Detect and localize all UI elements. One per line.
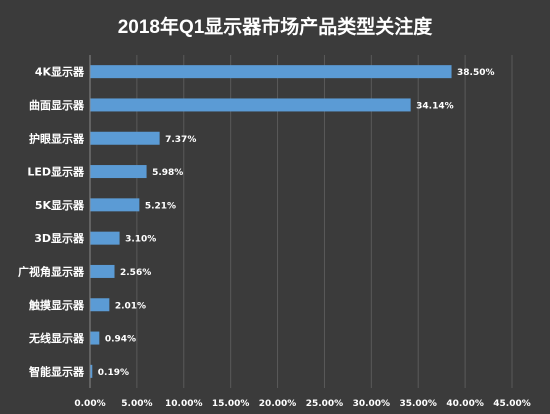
category-label: 5K显示器 <box>35 199 85 212</box>
data-label: 34.14% <box>416 101 454 111</box>
category-label: 无线显示器 <box>28 331 85 345</box>
x-tick-label: 0.00% <box>74 399 105 409</box>
bar <box>90 165 147 179</box>
bar <box>90 298 110 312</box>
data-label: 0.19% <box>98 368 129 378</box>
category-label: 广视角显示器 <box>18 264 85 278</box>
x-tick-label: 40.00% <box>446 399 484 409</box>
bar <box>90 231 120 245</box>
chart-title: 2018年Q1显示器市场产品类型关注度 <box>118 15 434 38</box>
category-label: 曲面显示器 <box>29 98 85 112</box>
x-axis-tick-labels: 0.00% 5.00% 10.00% 15.00% 20.00% 25.00% 30.00%… <box>74 399 530 409</box>
x-tick-label: 30.00% <box>353 399 391 409</box>
data-label: 0.94% <box>105 335 136 345</box>
data-label: 2.01% <box>115 301 146 311</box>
bar <box>90 65 452 79</box>
data-label: 3.10% <box>125 235 156 245</box>
data-label: 38.50% <box>457 68 495 78</box>
x-tick-label: 45.00% <box>493 399 531 409</box>
x-tick-label: 10.00% <box>165 399 203 409</box>
bar <box>90 364 93 378</box>
category-label: 4K显示器 <box>35 66 85 79</box>
data-label: 5.98% <box>152 168 183 178</box>
category-label: 触摸显示器 <box>28 298 85 312</box>
x-tick-label: 20.00% <box>259 399 297 409</box>
data-label: 7.37% <box>165 135 196 145</box>
data-label: 2.56% <box>120 268 151 278</box>
category-label: LED显示器 <box>27 166 85 179</box>
category-label: 护眼显示器 <box>29 131 85 145</box>
category-label: 3D显示器 <box>34 232 85 245</box>
bar <box>90 264 115 278</box>
bar <box>90 131 160 145</box>
bar <box>90 331 100 345</box>
x-tick-label: 35.00% <box>399 399 437 409</box>
bar <box>90 98 411 112</box>
bars <box>90 65 452 378</box>
data-label: 5.21% <box>145 201 176 211</box>
bar <box>90 198 140 212</box>
x-tick-label: 15.00% <box>212 399 250 409</box>
x-tick-label: 5.00% <box>121 399 152 409</box>
data-labels: 38.50% 34.14% 7.37% 5.98% 5.21% 3.10% 2.56% 2.0… <box>98 68 495 378</box>
category-label: 智能显示器 <box>29 364 85 378</box>
x-tick-label: 25.00% <box>306 399 344 409</box>
